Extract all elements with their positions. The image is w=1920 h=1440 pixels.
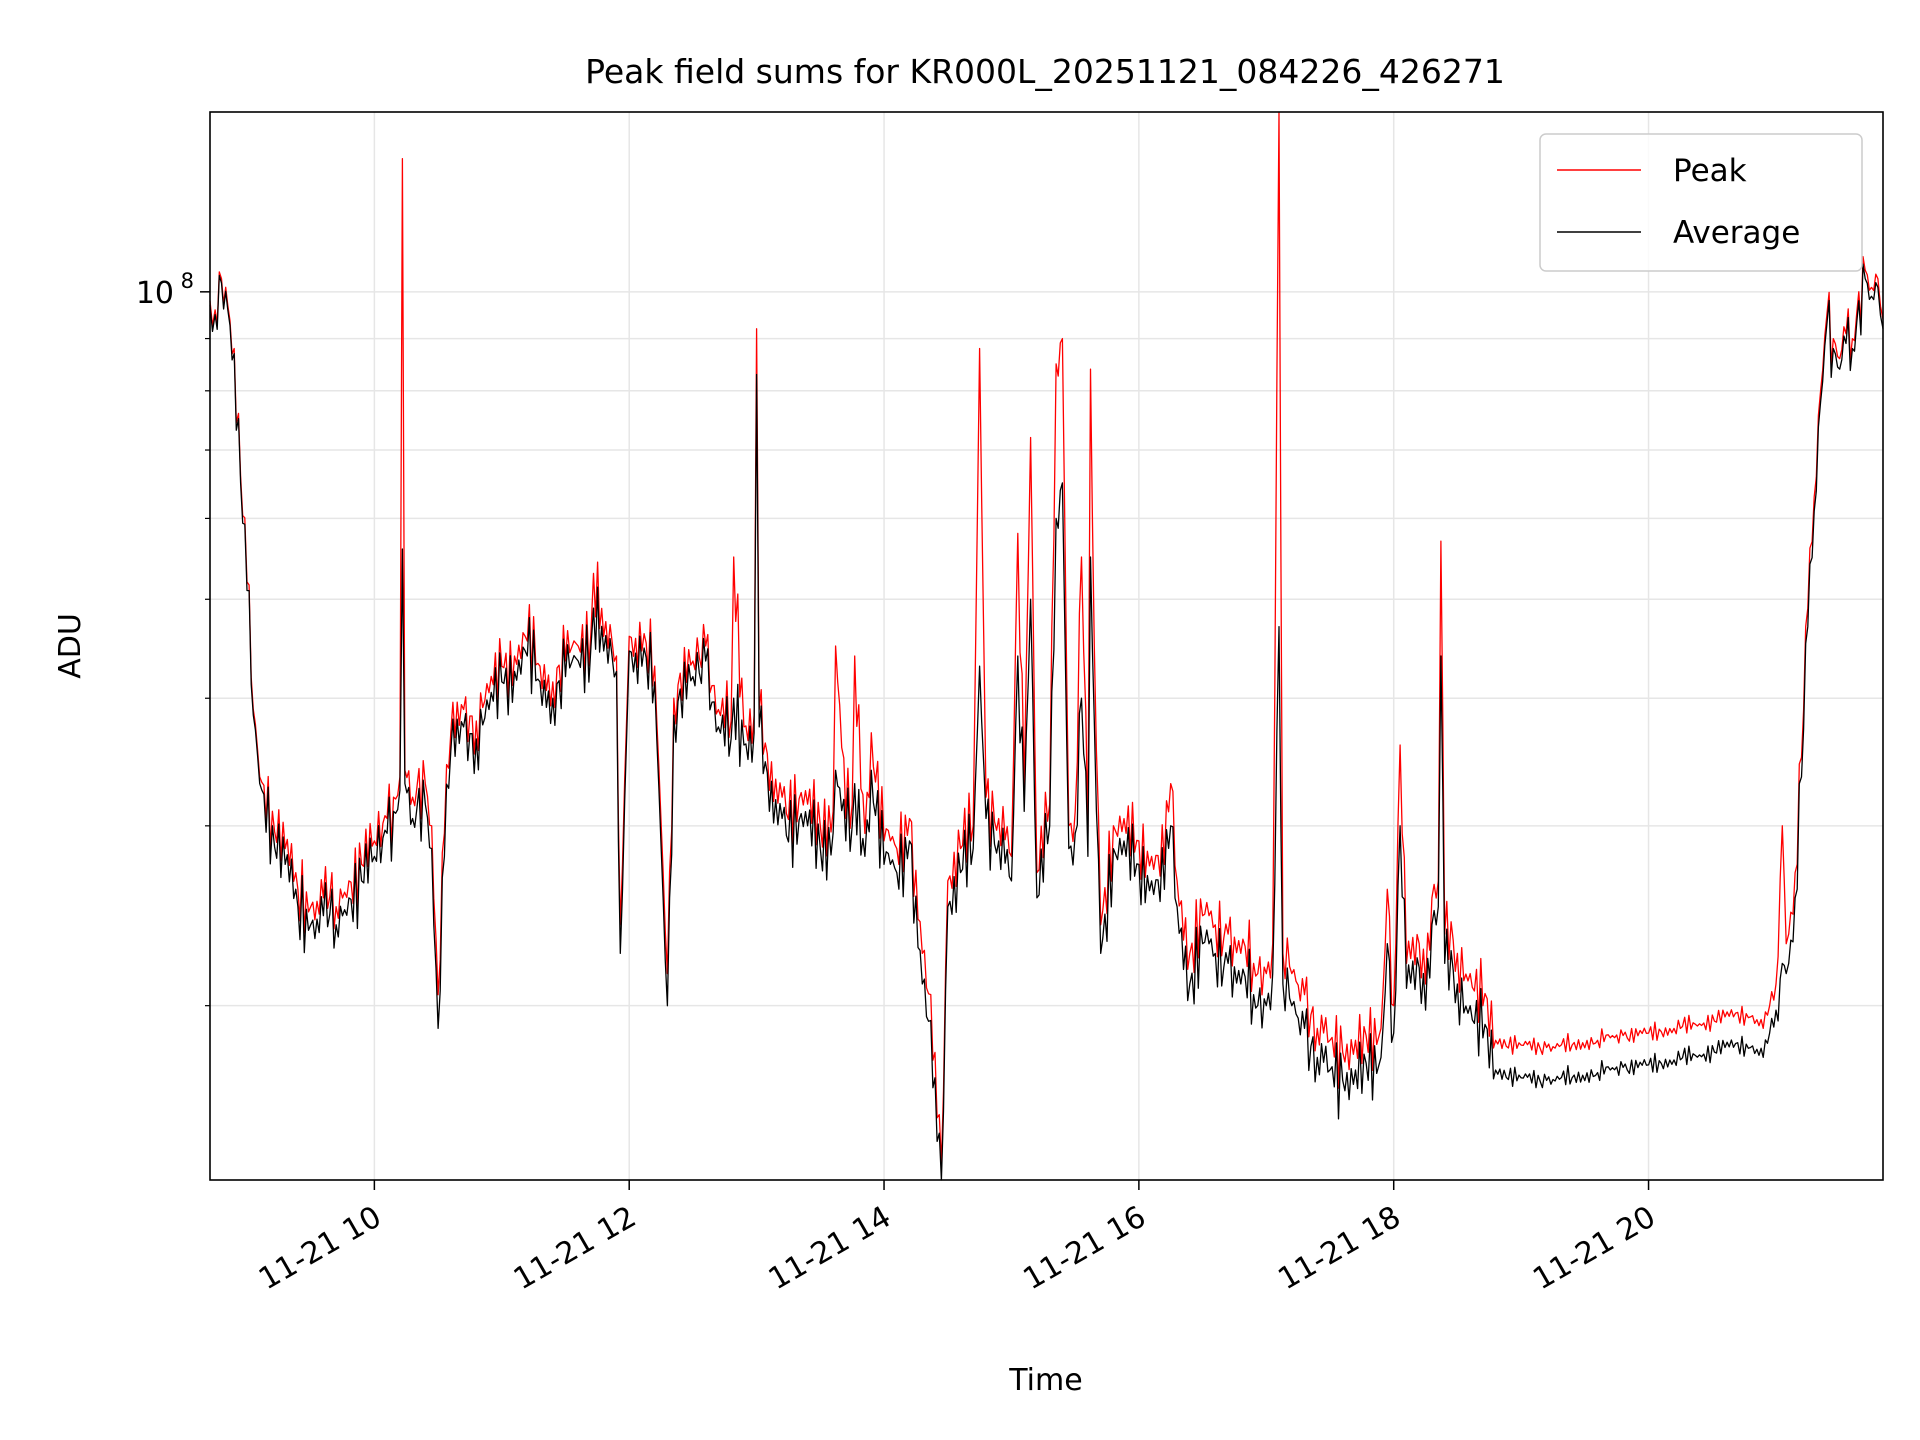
y-axis-label: ADU <box>53 613 88 679</box>
legend-peak-label: Peak <box>1673 153 1747 189</box>
legend-box <box>1539 133 1863 272</box>
plot-frame <box>209 111 1884 1181</box>
chart-title: Peak field sums for KR000L_20251121_0842… <box>585 52 1505 91</box>
y-tick-label-exponent: 8 <box>181 269 194 293</box>
x-axis-label: Time <box>1008 1363 1082 1398</box>
legend: Peak Average <box>1539 133 1863 272</box>
series-line-average <box>209 263 1884 1181</box>
series-layer <box>209 111 1884 1181</box>
y-axis: 10 8 <box>136 269 210 1007</box>
legend-average-label: Average <box>1673 215 1800 251</box>
grid <box>210 112 1883 1180</box>
series-line-peak <box>209 111 1884 1165</box>
y-tick-label-base: 10 <box>136 276 174 311</box>
